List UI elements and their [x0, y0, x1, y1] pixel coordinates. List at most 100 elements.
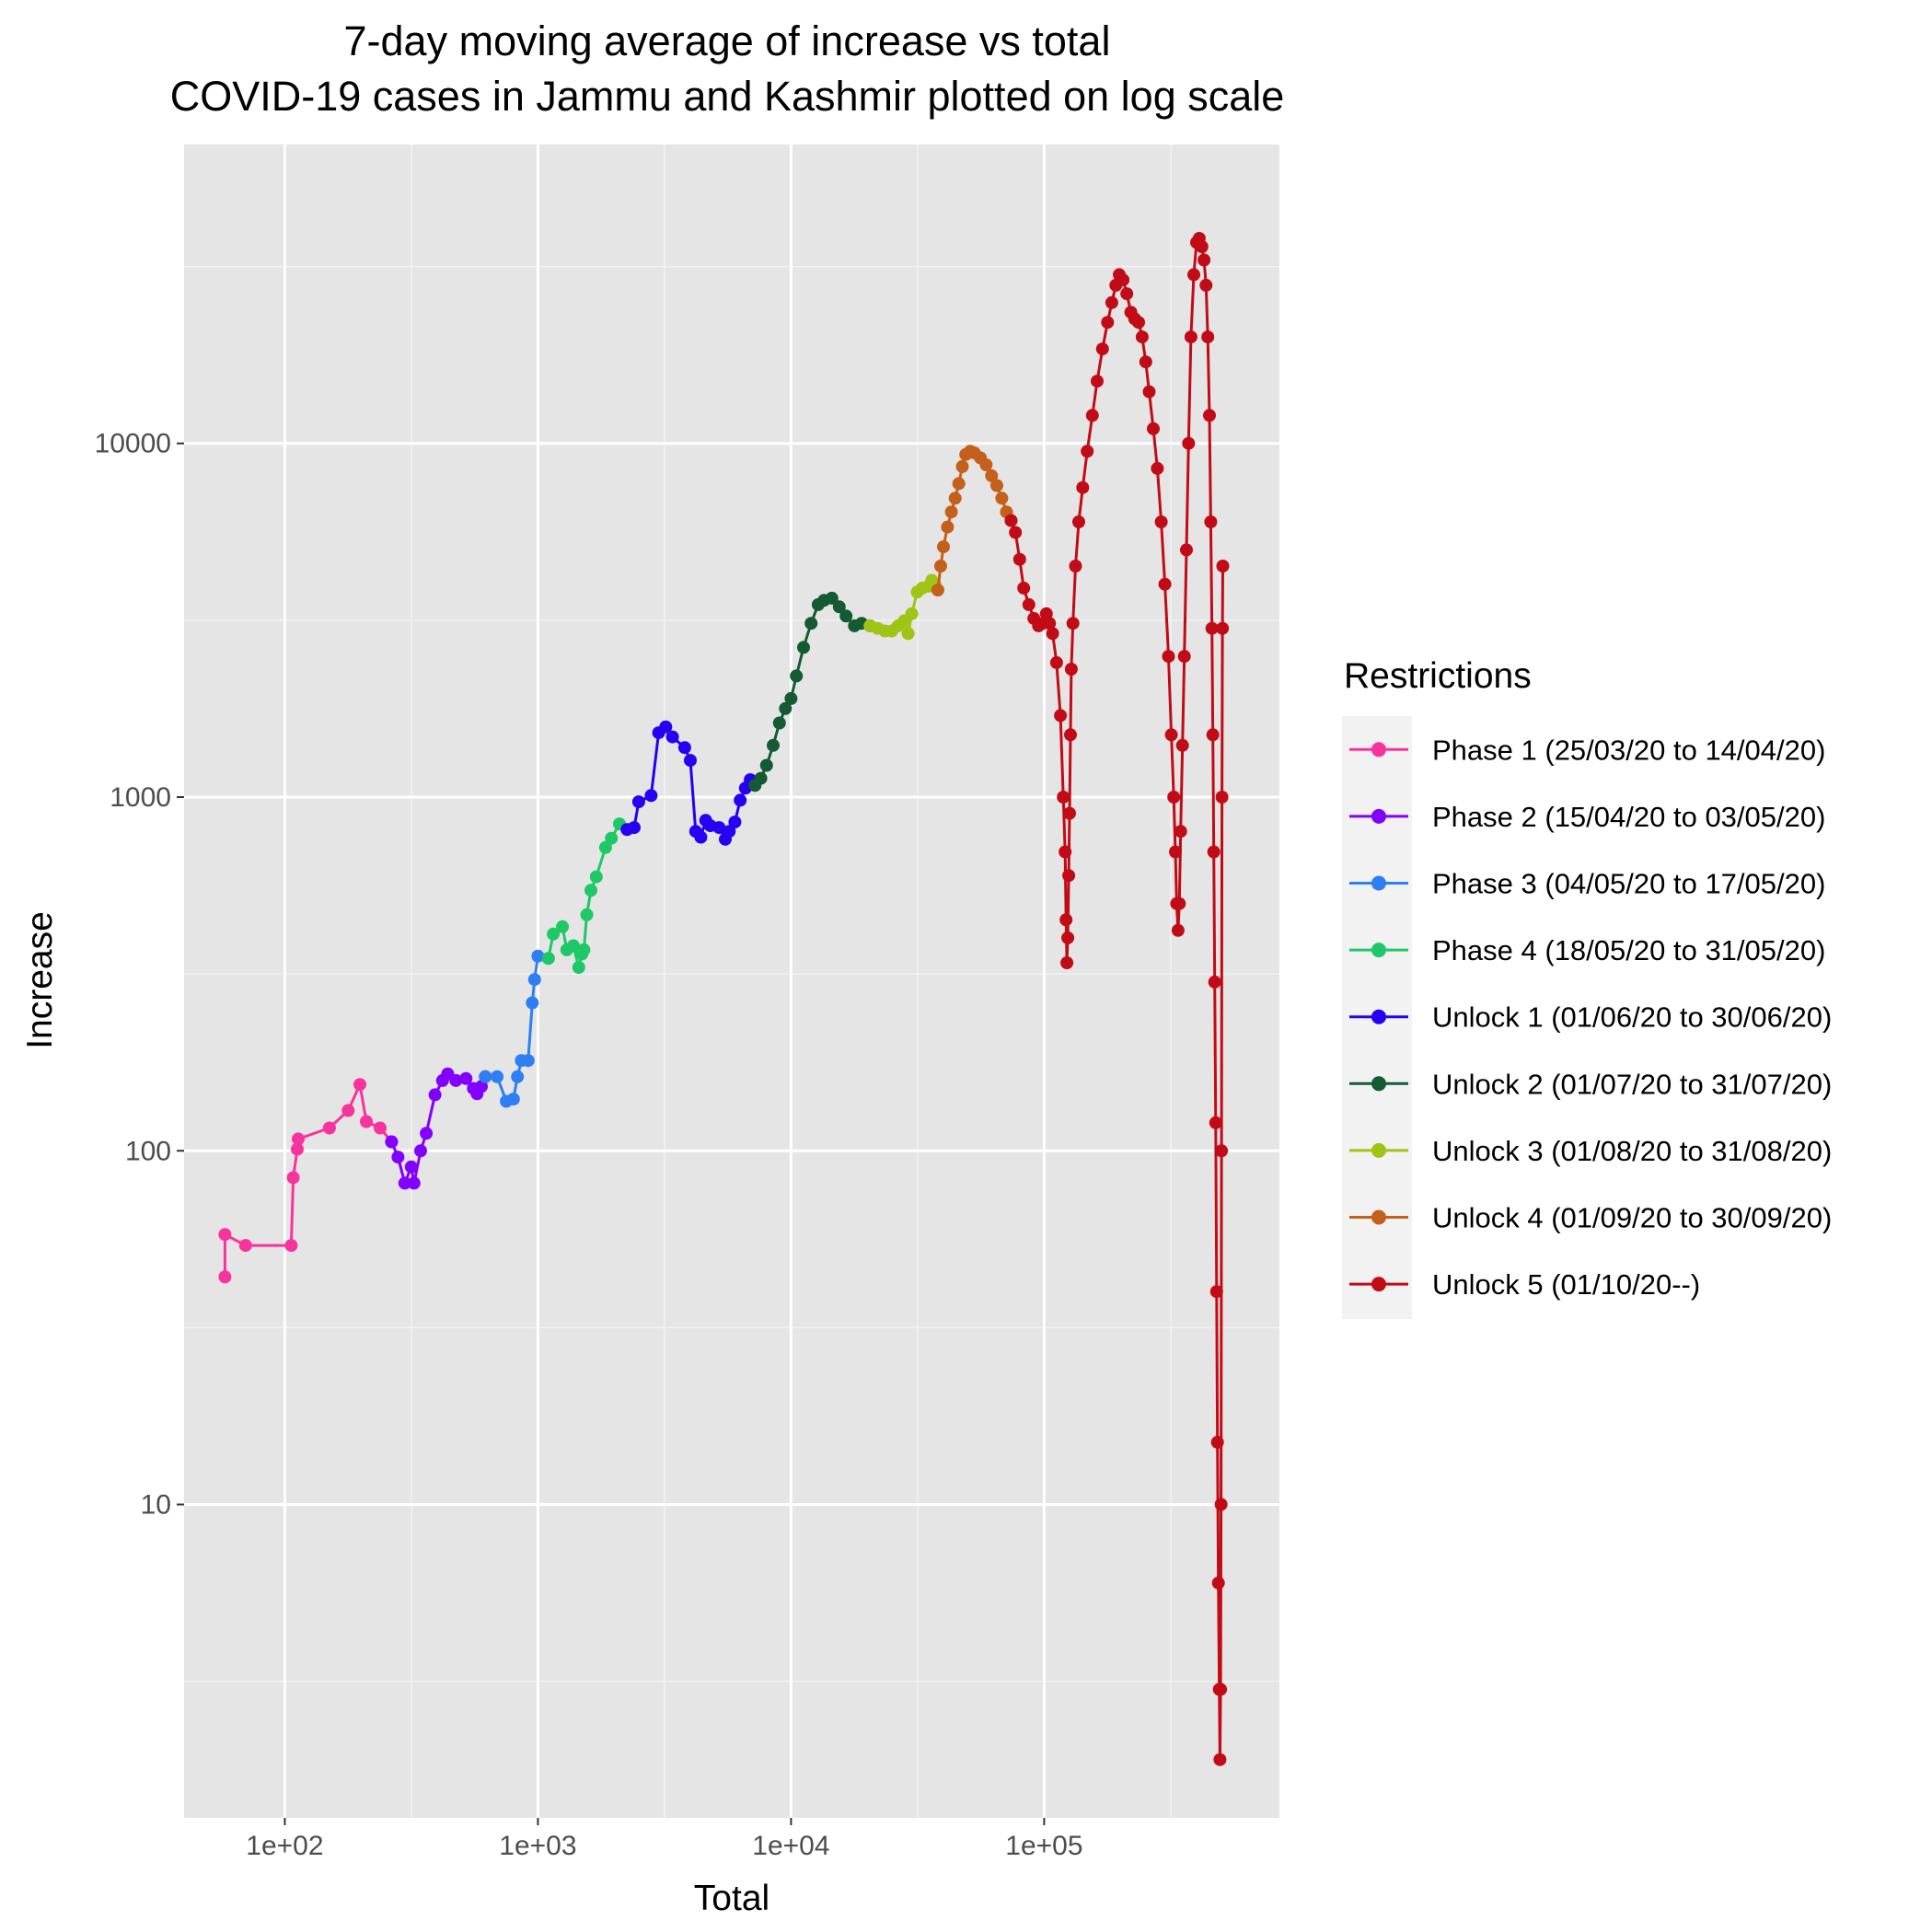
data-point	[1142, 385, 1156, 399]
data-point	[1081, 445, 1094, 458]
data-point	[665, 730, 679, 744]
data-point	[677, 741, 691, 755]
data-point	[1085, 409, 1099, 422]
x-tick-label: 1e+04	[752, 1831, 829, 1861]
legend-key-point	[1371, 742, 1386, 758]
data-point	[644, 789, 658, 803]
data-point	[694, 830, 708, 844]
legend-items: Phase 1 (25/03/20 to 14/04/20) Phase 2 (1…	[1349, 734, 1832, 1301]
data-point	[1120, 287, 1134, 301]
y-tick-label: 10	[141, 1490, 171, 1521]
y-tick-label: 100	[125, 1136, 171, 1166]
major-gridlines	[184, 145, 1279, 1818]
data-point	[1173, 897, 1186, 910]
y-tick-label: 1000	[110, 782, 171, 813]
data-point	[1158, 577, 1172, 591]
data-point	[767, 738, 780, 752]
legend-item: Unlock 5 (01/10/20--)	[1349, 1268, 1700, 1301]
data-point	[291, 1142, 304, 1156]
data-point	[1059, 913, 1073, 927]
data-point	[547, 927, 561, 941]
data-point	[941, 520, 954, 534]
data-point	[1213, 1753, 1227, 1766]
data-point	[1177, 650, 1191, 664]
legend-label: Unlock 4 (01/09/20 to 30/09/20)	[1432, 1202, 1832, 1234]
data-point	[527, 973, 541, 987]
data-point	[1004, 514, 1018, 527]
data-point	[1017, 581, 1031, 595]
data-point	[1216, 560, 1230, 573]
data-point	[1214, 1683, 1228, 1696]
data-point	[1187, 268, 1200, 282]
x-tick-label: 1e+02	[246, 1831, 323, 1861]
y-tick-label: 10000	[95, 429, 171, 459]
data-point	[1151, 461, 1164, 475]
data-point	[1062, 869, 1076, 883]
data-point	[414, 1144, 427, 1158]
data-point	[1171, 923, 1185, 937]
legend-key-point	[1371, 1009, 1386, 1024]
data-point	[1069, 560, 1082, 573]
data-point	[948, 492, 962, 505]
data-point	[1154, 515, 1168, 528]
data-point	[790, 669, 804, 683]
data-point	[684, 754, 697, 768]
data-point	[1195, 240, 1209, 253]
data-point	[1057, 791, 1070, 804]
data-point	[1105, 295, 1118, 309]
legend-key-point	[1371, 1277, 1386, 1292]
data-point	[1211, 1576, 1225, 1590]
data-point	[628, 821, 641, 835]
data-point	[292, 1132, 305, 1146]
data-point	[572, 961, 585, 974]
data-point	[1054, 709, 1068, 723]
data-point	[1216, 621, 1230, 635]
legend-item: Phase 4 (18/05/20 to 31/05/20)	[1349, 934, 1825, 966]
data-point	[1175, 738, 1189, 752]
data-point	[1162, 650, 1175, 664]
data-point	[1209, 1285, 1223, 1299]
legend-key-point	[1371, 875, 1386, 891]
data-point	[934, 560, 947, 573]
minor-gridlines	[184, 145, 1279, 1818]
legend-key-point	[1371, 943, 1386, 958]
data-point	[1046, 627, 1059, 641]
data-point	[1199, 278, 1213, 292]
data-point	[605, 831, 619, 845]
data-point	[353, 1078, 366, 1092]
data-point	[1066, 617, 1080, 631]
data-point	[479, 1070, 492, 1083]
data-point	[1215, 791, 1229, 804]
data-point	[1205, 621, 1219, 635]
legend-item: Unlock 4 (01/09/20 to 30/09/20)	[1349, 1202, 1832, 1234]
data-point	[1072, 515, 1085, 528]
data-point	[839, 609, 853, 623]
legend-label: Unlock 3 (01/08/20 to 31/08/20)	[1432, 1135, 1832, 1167]
legend-item: Phase 1 (25/03/20 to 14/04/20)	[1349, 734, 1825, 766]
data-point	[459, 1071, 473, 1085]
legend-label: Phase 1 (25/03/20 to 14/04/20)	[1432, 734, 1825, 766]
chart-title-line-1: 7-day moving average of increase vs tota…	[344, 17, 1111, 64]
legend-item: Phase 3 (04/05/20 to 17/05/20)	[1349, 868, 1825, 900]
data-point	[1182, 436, 1196, 450]
data-point	[990, 479, 1003, 492]
data-point	[1061, 931, 1075, 944]
data-point	[566, 939, 580, 953]
data-point	[1091, 375, 1104, 388]
data-point	[286, 1171, 300, 1185]
data-point	[584, 884, 597, 897]
data-point	[1215, 1144, 1229, 1158]
data-point	[541, 952, 555, 966]
data-point	[1063, 806, 1076, 820]
data-point	[712, 821, 726, 835]
data-point	[284, 1239, 298, 1253]
data-point	[391, 1151, 405, 1164]
data-point	[1209, 1116, 1222, 1129]
data-point	[1214, 1498, 1228, 1511]
data-point	[1210, 1435, 1224, 1449]
data-point	[1116, 273, 1130, 287]
data-point	[218, 1228, 232, 1242]
data-point	[428, 1088, 442, 1102]
data-point	[728, 816, 742, 829]
data-point	[804, 617, 818, 631]
